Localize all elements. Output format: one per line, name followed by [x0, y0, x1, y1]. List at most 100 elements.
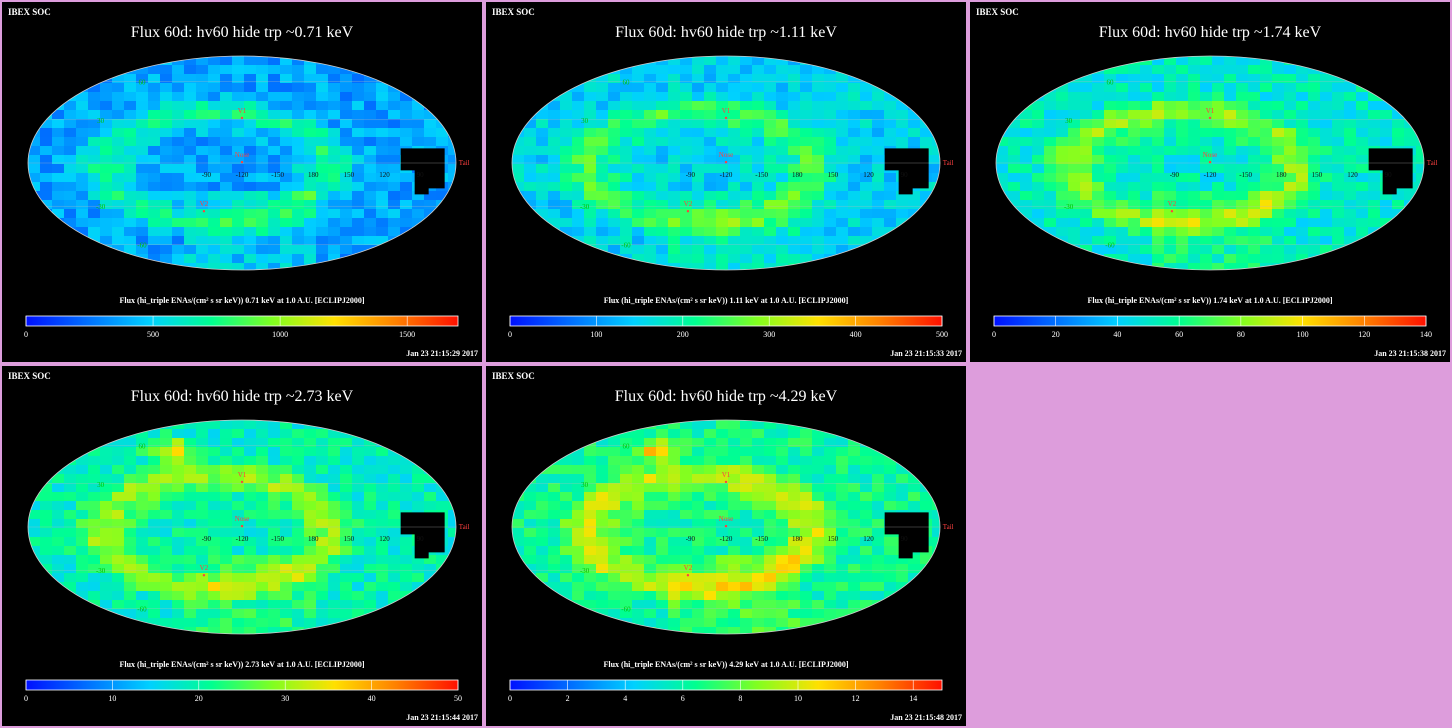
flux-pixel [908, 92, 921, 102]
flux-pixel [908, 128, 921, 138]
flux-pixel [860, 573, 873, 583]
flux-pixel [1176, 218, 1189, 228]
flux-pixel [40, 83, 53, 93]
flux-pixel [920, 218, 933, 228]
flux-pixel [1380, 200, 1393, 210]
flux-pixel [560, 465, 573, 475]
flux-pixel [836, 182, 849, 192]
flux-pixel [64, 447, 77, 457]
flux-pixel [1152, 182, 1165, 192]
flux-pixel [256, 227, 269, 237]
colorbar-units: Flux (hi_triple ENAs/(cm² s sr keV)) [119, 296, 244, 305]
v2-marker [202, 574, 206, 577]
flux-pixel [184, 128, 197, 138]
flux-pixel [872, 200, 885, 210]
flux-pixel [1212, 263, 1225, 270]
flux-pixel [148, 555, 161, 565]
flux-pixel [896, 429, 909, 439]
flux-pixel [824, 56, 837, 66]
flux-pixel [112, 501, 125, 511]
latitude-label: -30 [1064, 203, 1074, 211]
flux-pixel [728, 429, 741, 439]
flux-pixel [824, 501, 837, 511]
flux-pixel [124, 263, 137, 270]
flux-pixel [560, 609, 573, 619]
latitude-label: 30 [581, 117, 589, 125]
flux-pixel [220, 173, 233, 183]
flux-pixel [812, 191, 825, 201]
flux-pixel [1416, 245, 1424, 255]
flux-pixel [1236, 200, 1249, 210]
flux-pixel [1140, 227, 1153, 237]
flux-pixel [28, 137, 41, 147]
flux-pixel [76, 74, 89, 84]
flux-pixel [340, 591, 353, 601]
flux-pixel [64, 600, 77, 610]
flux-pixel [932, 164, 940, 174]
flux-pixel [1224, 191, 1237, 201]
flux-pixel [148, 546, 161, 556]
flux-pixel [280, 456, 293, 466]
flux-pixel [364, 546, 377, 556]
flux-pixel [244, 101, 257, 111]
flux-pixel [364, 218, 377, 228]
flux-pixel [680, 537, 693, 547]
flux-pixel [40, 582, 53, 592]
flux-pixel [172, 564, 185, 574]
flux-pixel [656, 537, 669, 547]
flux-pixel [524, 546, 537, 556]
flux-pixel [364, 83, 377, 93]
flux-pixel [1392, 137, 1405, 147]
flux-pixel [800, 65, 813, 75]
flux-pixel [908, 227, 921, 237]
flux-pixel [424, 483, 437, 493]
flux-pixel [52, 245, 65, 255]
flux-pixel [548, 528, 561, 538]
flux-pixel [1248, 110, 1261, 120]
flux-pixel [1020, 236, 1033, 246]
flux-pixel [860, 119, 873, 129]
flux-pixel [512, 456, 525, 466]
flux-pixel [776, 263, 789, 270]
flux-pixel [184, 519, 197, 529]
flux-pixel [1212, 200, 1225, 210]
flux-pixel [776, 609, 789, 619]
flux-pixel [632, 447, 645, 457]
flux-pixel [172, 65, 185, 75]
flux-pixel [524, 447, 537, 457]
flux-pixel [364, 582, 377, 592]
flux-pixel [1176, 164, 1189, 174]
flux-pixel [268, 555, 281, 565]
flux-pixel [560, 618, 573, 628]
flux-pixel [512, 627, 525, 634]
flux-pixel [692, 537, 705, 547]
flux-pixel [932, 510, 940, 520]
flux-pixel [548, 519, 561, 529]
flux-pixel [172, 254, 185, 264]
flux-pixel [112, 110, 125, 120]
flux-pixel [244, 173, 257, 183]
flux-pixel [388, 546, 401, 556]
flux-pixel [1236, 65, 1249, 75]
flux-pixel [196, 245, 209, 255]
flux-pixel [836, 456, 849, 466]
flux-pixel [208, 155, 221, 165]
flux-pixel [584, 456, 597, 466]
flux-pixel [728, 465, 741, 475]
flux-pixel [644, 591, 657, 601]
flux-pixel [304, 510, 317, 520]
flux-pixel [292, 164, 305, 174]
flux-pixel [680, 573, 693, 583]
flux-pixel [292, 254, 305, 264]
flux-pixel [1104, 83, 1117, 93]
flux-pixel [560, 573, 573, 583]
longitude-label: 180 [792, 171, 803, 179]
flux-pixel [776, 83, 789, 93]
flux-pixel [184, 218, 197, 228]
flux-pixel [124, 465, 137, 475]
flux-pixel [388, 591, 401, 601]
flux-pixel [364, 200, 377, 210]
flux-pixel [764, 209, 777, 219]
flux-pixel [620, 236, 633, 246]
flux-pixel [1044, 173, 1057, 183]
